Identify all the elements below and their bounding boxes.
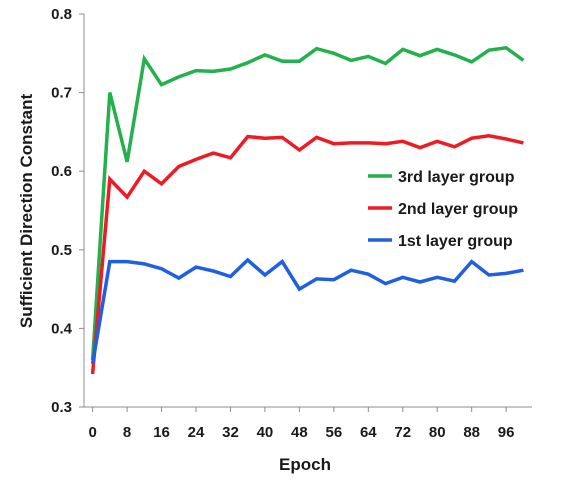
x-tick-label: 64 bbox=[360, 424, 377, 441]
legend-label-3rd-layer-group: 3rd layer group bbox=[398, 169, 515, 186]
series-line-3rd-layer-group bbox=[90, 45, 525, 360]
x-tick-label: 24 bbox=[188, 424, 205, 441]
y-tick-label: 0.3 bbox=[51, 399, 72, 416]
legend-label-1st-layer-group: 1st layer group bbox=[398, 233, 513, 250]
x-tick-label: 32 bbox=[222, 424, 239, 441]
x-tick-label: 80 bbox=[429, 424, 446, 441]
x-tick-label: 96 bbox=[498, 424, 515, 441]
x-tick-label: 8 bbox=[123, 424, 131, 441]
axes bbox=[83, 14, 532, 408]
x-tick-label: 72 bbox=[394, 424, 411, 441]
series-line-1st-layer-group bbox=[90, 257, 524, 365]
x-tick-label: 48 bbox=[291, 424, 308, 441]
y-tick-label: 0.6 bbox=[51, 163, 72, 180]
y-tick-label: 0.5 bbox=[51, 242, 72, 259]
y-axis-label: Sufficient Direction Constant bbox=[17, 94, 36, 329]
y-axis-ticks: 0.3 0.4 0.5 0.6 0.7 0.8 bbox=[51, 6, 84, 416]
legend-label-2nd-layer-group: 2nd layer group bbox=[398, 201, 518, 218]
x-axis-ticks: 0 8 16 24 32 40 48 56 64 72 80 88 96 bbox=[88, 407, 514, 441]
y-tick-label: 0.4 bbox=[51, 320, 73, 337]
x-tick-label: 40 bbox=[257, 424, 274, 441]
x-tick-label: 16 bbox=[153, 424, 170, 441]
series-line-2nd-layer-group bbox=[90, 134, 524, 375]
x-tick-label: 0 bbox=[88, 424, 96, 441]
x-axis-label: Epoch bbox=[279, 455, 331, 474]
legend: 3rd layer group 2nd layer group 1st layer … bbox=[368, 169, 518, 250]
x-tick-label: 56 bbox=[326, 424, 343, 441]
y-tick-label: 0.7 bbox=[51, 85, 72, 102]
series-lines bbox=[90, 45, 525, 375]
x-tick-label: 88 bbox=[463, 424, 480, 441]
y-tick-label: 0.8 bbox=[51, 6, 72, 23]
